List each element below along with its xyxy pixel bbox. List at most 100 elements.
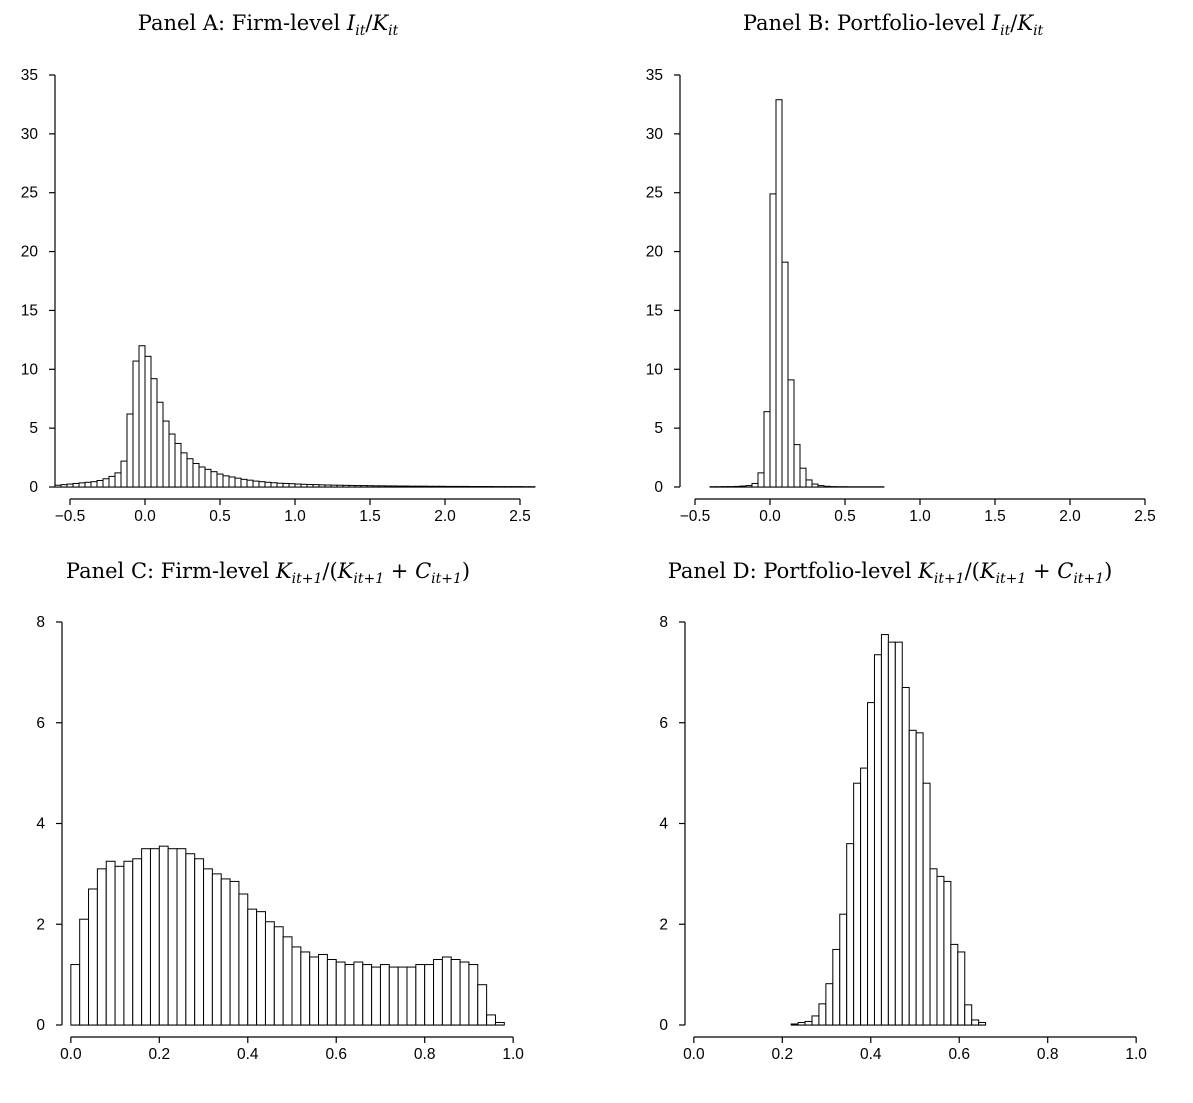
y-tick-label: 8 bbox=[659, 614, 668, 631]
y-tick-label: 35 bbox=[21, 67, 38, 84]
histogram-bar bbox=[362, 964, 373, 1026]
histogram-bar bbox=[390, 485, 398, 488]
histogram-bar bbox=[79, 918, 90, 1026]
histogram-bar bbox=[114, 865, 125, 1026]
histogram-bar bbox=[105, 860, 116, 1026]
histogram-bar bbox=[818, 1003, 827, 1026]
histogram-bar bbox=[252, 480, 260, 488]
y-tick-label: 4 bbox=[659, 816, 668, 833]
y-tick-label: 0 bbox=[654, 479, 663, 496]
histogram-bar bbox=[929, 868, 938, 1026]
histogram-bar bbox=[330, 484, 338, 488]
x-tick-label: 1.0 bbox=[1125, 1046, 1147, 1063]
histogram-bar bbox=[797, 1021, 806, 1026]
histogram-bar bbox=[978, 1021, 987, 1026]
histogram-bar bbox=[186, 458, 194, 488]
histogram-bar bbox=[84, 481, 92, 488]
histogram-bar bbox=[66, 483, 74, 488]
histogram-bar bbox=[309, 956, 320, 1026]
histogram-bar bbox=[246, 479, 254, 488]
histogram-bar bbox=[108, 475, 116, 488]
histogram-bar bbox=[342, 484, 350, 488]
panel-d-bars bbox=[790, 634, 987, 1026]
histogram-bar bbox=[426, 485, 434, 488]
x-tick-label: 2.5 bbox=[1134, 508, 1156, 525]
histogram-bar bbox=[388, 966, 399, 1026]
x-tick-label: 0.6 bbox=[325, 1046, 347, 1063]
histogram-bar bbox=[787, 379, 795, 488]
histogram-bar bbox=[270, 482, 278, 488]
histogram-bar bbox=[486, 1014, 496, 1026]
histogram-bar bbox=[793, 444, 801, 488]
histogram-bar bbox=[114, 472, 122, 488]
panel-b-bars bbox=[709, 99, 885, 488]
x-tick-label: −0.5 bbox=[55, 508, 86, 525]
x-tick-label: 0.0 bbox=[759, 508, 781, 525]
histogram-bar bbox=[450, 959, 461, 1026]
histogram-bar bbox=[168, 433, 176, 488]
y-tick-label: 8 bbox=[36, 614, 45, 631]
histogram-bar bbox=[167, 848, 178, 1026]
histogram-bar bbox=[204, 468, 212, 488]
histogram-bar bbox=[312, 484, 320, 488]
histogram-bar bbox=[908, 729, 917, 1026]
histogram-bar bbox=[258, 481, 266, 488]
histogram-bar bbox=[839, 913, 848, 1026]
histogram-bar bbox=[432, 485, 440, 488]
histogram-bar bbox=[291, 946, 302, 1026]
histogram-bar bbox=[459, 961, 470, 1026]
x-tick-label: 1.0 bbox=[909, 508, 931, 525]
histogram-bar bbox=[873, 654, 882, 1026]
histogram-bar bbox=[141, 848, 151, 1026]
histogram-bar bbox=[294, 483, 302, 488]
histogram-bar bbox=[408, 485, 416, 488]
x-tick-label: 0.8 bbox=[1037, 1046, 1059, 1063]
panel-c: Panel C: Firm-level Kit+1/(Kit+1 + Cit+1… bbox=[36, 559, 524, 1063]
panel-a-title: Panel A: Firm-level Iit/Kit bbox=[138, 11, 399, 39]
histogram-bar bbox=[211, 873, 222, 1026]
histogram-bar bbox=[318, 484, 326, 488]
histogram-bar bbox=[90, 481, 98, 488]
histogram-bar bbox=[867, 702, 875, 1026]
histogram-bar bbox=[384, 485, 392, 488]
histogram-bar bbox=[288, 483, 296, 488]
histogram-bar bbox=[397, 966, 408, 1026]
x-tick-label: 0.8 bbox=[414, 1046, 436, 1063]
histogram-bar bbox=[402, 485, 410, 488]
histogram-bar bbox=[880, 634, 889, 1026]
y-tick-label: 0 bbox=[659, 1017, 668, 1034]
panel-c-bars bbox=[70, 845, 505, 1026]
histogram-bar bbox=[132, 360, 140, 488]
y-tick-label: 25 bbox=[646, 185, 663, 202]
histogram-bar bbox=[441, 956, 452, 1026]
y-tick-label: 6 bbox=[36, 715, 45, 732]
x-tick-label: 1.5 bbox=[984, 508, 1006, 525]
x-tick-label: −0.5 bbox=[680, 508, 711, 525]
y-tick-label: 30 bbox=[21, 126, 39, 143]
y-tick-label: 5 bbox=[654, 420, 663, 437]
histogram-bar bbox=[371, 966, 381, 1026]
histogram-bar bbox=[950, 943, 959, 1026]
histogram-bar bbox=[853, 782, 862, 1026]
y-tick-label: 15 bbox=[646, 302, 663, 319]
histogram-bar bbox=[138, 345, 146, 488]
histogram-bar bbox=[70, 964, 81, 1026]
histogram-bar bbox=[378, 485, 386, 488]
histogram-bar bbox=[415, 964, 426, 1026]
panel-b: Panel B: Portfolio-level Iit/Kit 0 5 10 15 20… bbox=[646, 11, 1156, 525]
histogram-bar bbox=[264, 481, 272, 488]
histogram-bar bbox=[804, 1020, 813, 1026]
histogram-bar bbox=[96, 868, 107, 1026]
histogram-bar bbox=[494, 1021, 505, 1026]
histogram-bar bbox=[306, 484, 314, 488]
histogram-bar bbox=[88, 888, 98, 1026]
histogram-bar bbox=[126, 413, 134, 488]
y-tick-label: 0 bbox=[29, 479, 38, 496]
histogram-bar bbox=[414, 485, 422, 488]
histogram-bar bbox=[156, 401, 164, 488]
histogram-bar bbox=[805, 479, 813, 488]
histogram-bar bbox=[887, 641, 896, 1026]
histogram-bar bbox=[769, 193, 777, 488]
panel-a-bars bbox=[54, 345, 536, 488]
x-tick-label: 0.0 bbox=[683, 1046, 705, 1063]
